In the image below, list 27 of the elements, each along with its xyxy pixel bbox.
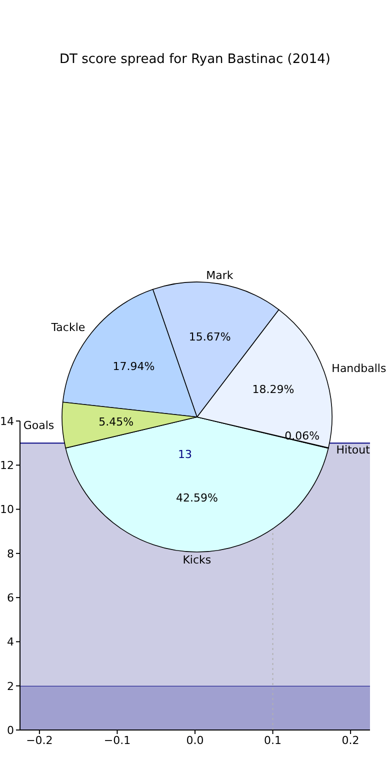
y-tick-label: 12 xyxy=(0,459,14,472)
x-tick-label: 0.0 xyxy=(186,734,204,747)
slice-label: Kicks xyxy=(182,554,212,567)
slice-label: Mark xyxy=(206,269,234,282)
annotation: 13 xyxy=(178,448,192,462)
y-tick-label: 14 xyxy=(0,414,14,428)
y-tick-label: 6 xyxy=(7,591,14,604)
x-tick-label: −0.1 xyxy=(104,734,131,747)
slice-label: Hitout xyxy=(336,443,371,456)
x-tick-label: 0.2 xyxy=(342,734,360,747)
y-tick-label: 10 xyxy=(0,503,14,516)
slice-label: Handballs xyxy=(332,362,386,376)
slice-label: Goals xyxy=(23,419,54,432)
x-tick-label: 0.1 xyxy=(264,734,282,747)
chart-title: DT score spread for Ryan Bastinac (2014) xyxy=(58,52,332,67)
y-tick-label: 8 xyxy=(7,547,14,560)
data-label: 42.59% xyxy=(176,492,218,504)
data-label: 18.29% xyxy=(252,383,294,396)
data-label: 0.06% xyxy=(284,429,320,442)
data-label: 5.45% xyxy=(98,415,134,428)
data-label: 17.94% xyxy=(112,360,155,373)
y-tick-label: 4 xyxy=(7,636,14,649)
y-tick-label: 2 xyxy=(7,680,14,693)
x-tick-label: −0.2 xyxy=(26,734,53,747)
slice-label: Tackle xyxy=(50,321,86,334)
y-tick-label: 0 xyxy=(7,724,14,737)
data-label: 15.67% xyxy=(188,330,231,344)
